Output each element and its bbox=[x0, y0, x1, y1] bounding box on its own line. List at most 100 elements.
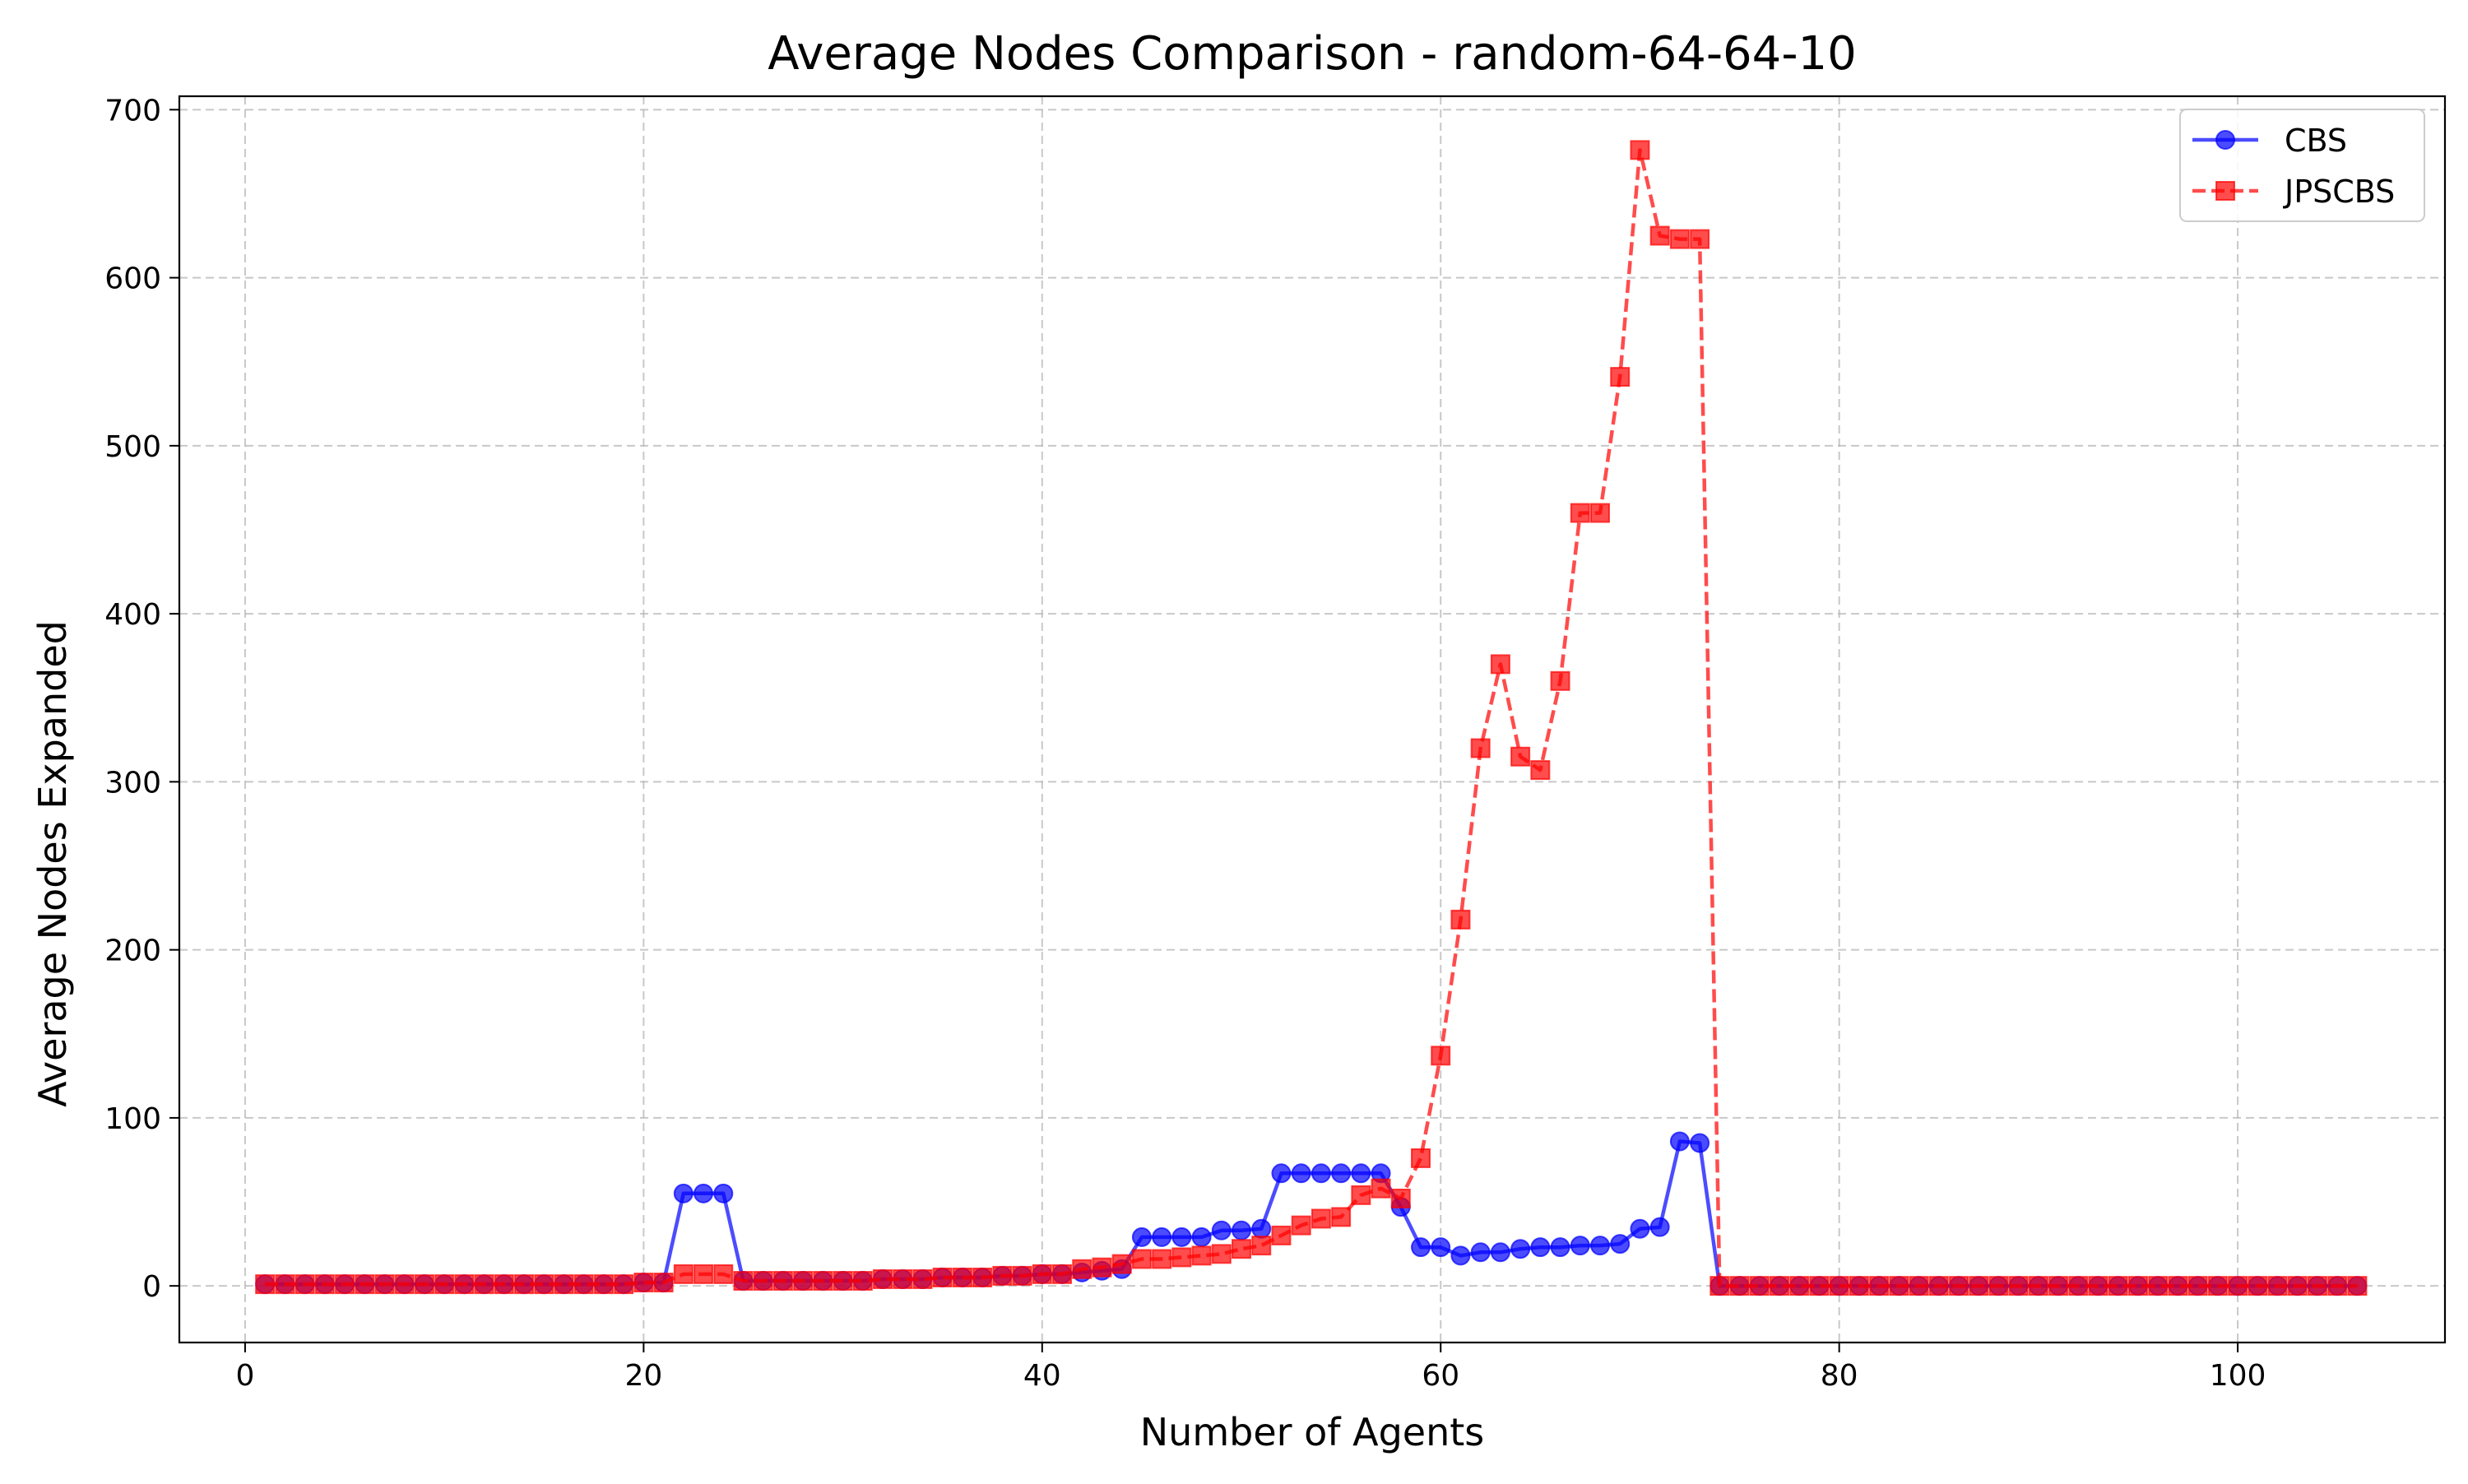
data-point-jpscbs bbox=[335, 1274, 355, 1295]
x-tick-label: 0 bbox=[235, 1359, 254, 1393]
data-point-jpscbs bbox=[633, 1273, 654, 1293]
data-point-jpscbs bbox=[1530, 760, 1551, 781]
x-tick-label: 40 bbox=[1023, 1359, 1061, 1393]
data-point-cbs bbox=[1450, 1245, 1471, 1266]
data-point-jpscbs bbox=[992, 1265, 1013, 1286]
data-point-jpscbs bbox=[1550, 670, 1570, 691]
data-point-jpscbs bbox=[733, 1271, 754, 1292]
data-point-jpscbs bbox=[2008, 1276, 2029, 1296]
data-point-cbs bbox=[1291, 1163, 1311, 1184]
data-point-cbs bbox=[1131, 1227, 1152, 1247]
data-point-jpscbs bbox=[255, 1274, 276, 1295]
legend-box bbox=[2179, 109, 2425, 222]
data-point-jpscbs bbox=[753, 1271, 773, 1292]
data-point-jpscbs bbox=[2248, 1276, 2268, 1296]
data-point-cbs bbox=[1211, 1220, 1232, 1241]
data-point-jpscbs bbox=[2327, 1276, 2348, 1296]
y-tick-label: 100 bbox=[104, 1102, 161, 1136]
data-point-jpscbs bbox=[2068, 1276, 2089, 1296]
data-point-jpscbs bbox=[653, 1273, 674, 1293]
data-point-jpscbs bbox=[2347, 1276, 2368, 1296]
data-point-cbs bbox=[1649, 1217, 1670, 1237]
chart-title: Average Nodes Comparison - random-64-64-… bbox=[768, 27, 1857, 81]
data-point-jpscbs bbox=[1311, 1208, 1331, 1229]
data-point-jpscbs bbox=[1829, 1276, 1849, 1296]
data-point-jpscbs bbox=[893, 1268, 913, 1289]
data-point-jpscbs bbox=[932, 1267, 953, 1287]
data-point-jpscbs bbox=[1232, 1239, 1252, 1259]
legend: CBS JPSCBS bbox=[2179, 109, 2425, 222]
data-point-jpscbs bbox=[1669, 229, 1690, 249]
data-point-cbs bbox=[1490, 1242, 1510, 1263]
data-point-jpscbs bbox=[394, 1274, 415, 1295]
data-point-cbs bbox=[673, 1183, 694, 1203]
data-point-jpscbs bbox=[813, 1271, 833, 1292]
series-jpscbs bbox=[255, 140, 2368, 1296]
data-point-jpscbs bbox=[2228, 1276, 2248, 1296]
data-point-jpscbs bbox=[1032, 1264, 1052, 1284]
data-point-cbs bbox=[1530, 1237, 1551, 1258]
data-point-jpscbs bbox=[852, 1271, 873, 1292]
data-point-jpscbs bbox=[454, 1274, 475, 1295]
data-point-cbs bbox=[1630, 1218, 1650, 1239]
x-tick-label: 100 bbox=[2210, 1359, 2266, 1393]
data-point-cbs bbox=[694, 1183, 714, 1203]
data-point-jpscbs bbox=[1789, 1276, 1810, 1296]
x-axis-label: Number of Agents bbox=[1140, 1410, 1485, 1454]
data-point-cbs bbox=[1351, 1163, 1371, 1184]
data-point-jpscbs bbox=[1371, 1178, 1391, 1199]
data-point-jpscbs bbox=[1889, 1276, 1909, 1296]
data-point-jpscbs bbox=[593, 1274, 614, 1295]
data-point-jpscbs bbox=[1251, 1236, 1272, 1256]
data-point-jpscbs bbox=[1909, 1276, 1929, 1296]
data-point-jpscbs bbox=[793, 1271, 814, 1292]
data-point-jpscbs bbox=[873, 1268, 893, 1289]
y-tick-label: 0 bbox=[142, 1270, 161, 1304]
data-point-cbs bbox=[1171, 1227, 1192, 1247]
data-point-jpscbs bbox=[1928, 1276, 1949, 1296]
y-tick-label: 500 bbox=[104, 430, 161, 464]
series-layer bbox=[255, 140, 2368, 1296]
data-point-jpscbs bbox=[494, 1274, 514, 1295]
data-point-jpscbs bbox=[1152, 1249, 1172, 1269]
data-point-jpscbs bbox=[972, 1267, 993, 1287]
data-point-cbs bbox=[1431, 1237, 1451, 1258]
data-point-jpscbs bbox=[295, 1274, 315, 1295]
legend-label-cbs: CBS bbox=[2285, 123, 2347, 159]
data-point-jpscbs bbox=[1948, 1276, 1969, 1296]
y-tick-label: 400 bbox=[104, 598, 161, 632]
data-point-jpscbs bbox=[1849, 1276, 1869, 1296]
data-point-jpscbs bbox=[772, 1271, 793, 1292]
data-point-jpscbs bbox=[1769, 1276, 1789, 1296]
data-point-jpscbs bbox=[2028, 1276, 2048, 1296]
data-point-jpscbs bbox=[1690, 229, 1710, 249]
data-point-jpscbs bbox=[275, 1274, 295, 1295]
data-point-jpscbs bbox=[1988, 1276, 2009, 1296]
data-point-cbs bbox=[1191, 1227, 1212, 1247]
data-point-jpscbs bbox=[374, 1274, 395, 1295]
data-point-cbs bbox=[713, 1183, 734, 1203]
data-point-jpscbs bbox=[1012, 1265, 1032, 1286]
data-point-jpscbs bbox=[1610, 367, 1631, 387]
data-point-cbs bbox=[1232, 1220, 1252, 1241]
data-point-jpscbs bbox=[694, 1264, 714, 1284]
data-point-jpscbs bbox=[1710, 1276, 1730, 1296]
data-point-jpscbs bbox=[1450, 909, 1471, 930]
data-point-cbs bbox=[1152, 1227, 1172, 1247]
data-point-jpscbs bbox=[1630, 140, 1650, 160]
data-point-jpscbs bbox=[2168, 1276, 2188, 1296]
data-point-jpscbs bbox=[1490, 654, 1510, 675]
data-point-cbs bbox=[1669, 1131, 1690, 1152]
data-point-jpscbs bbox=[2108, 1276, 2128, 1296]
data-point-jpscbs bbox=[2148, 1276, 2169, 1296]
y-tick-label: 600 bbox=[104, 262, 161, 296]
data-point-cbs bbox=[1470, 1242, 1491, 1263]
data-point-jpscbs bbox=[1191, 1245, 1212, 1266]
data-point-jpscbs bbox=[1729, 1276, 1750, 1296]
data-point-jpscbs bbox=[2307, 1276, 2327, 1296]
data-point-jpscbs bbox=[2048, 1276, 2069, 1296]
data-point-jpscbs bbox=[1331, 1207, 1352, 1227]
data-point-jpscbs bbox=[1052, 1264, 1073, 1284]
data-point-cbs bbox=[1610, 1234, 1631, 1254]
